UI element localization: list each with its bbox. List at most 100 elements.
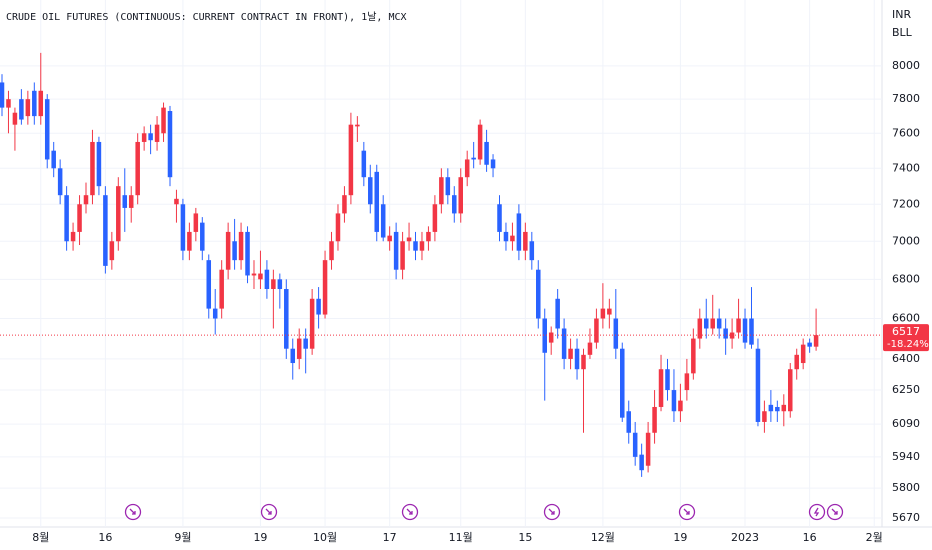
candle-body (174, 198, 179, 205)
candle-body (574, 348, 580, 370)
x-tick-label: 2023 (731, 531, 759, 544)
y-tick-label: 5940 (892, 450, 920, 463)
candle-body (471, 157, 476, 160)
candle-body (187, 231, 192, 251)
candle-body (432, 204, 438, 232)
candle-body (484, 141, 489, 165)
unit-label: BLL (892, 26, 913, 39)
candle-body (658, 369, 664, 407)
y-tick-label: 6250 (892, 383, 920, 396)
event-icon[interactable] (260, 503, 278, 521)
candle-body (6, 99, 11, 108)
candle-body (684, 373, 690, 391)
candle-body (620, 348, 625, 418)
event-icon[interactable] (124, 503, 142, 521)
candle-body (775, 406, 780, 412)
candle-body (380, 204, 386, 238)
chart-title: CRUDE OIL FUTURES (CONTINUOUS: CURRENT C… (6, 11, 407, 23)
candle-body (581, 354, 586, 370)
candle-body (452, 195, 457, 214)
candle-body (542, 318, 547, 353)
candle-body (51, 150, 56, 169)
candle-body (57, 168, 63, 196)
candle-body (25, 99, 31, 117)
candle-body (691, 338, 696, 374)
event-icon[interactable] (808, 503, 826, 521)
candle-body (296, 338, 302, 359)
candle-body (200, 222, 205, 251)
candle-body (652, 406, 657, 433)
candle-body (135, 141, 140, 196)
last-price-label: 6517 (892, 325, 920, 338)
candle-body (755, 348, 761, 422)
candle-body (212, 308, 218, 319)
candle-body (303, 338, 308, 349)
candle-body (161, 107, 166, 134)
candle-body (70, 231, 76, 242)
candle-body (671, 390, 677, 412)
y-tick-label: 8000 (892, 59, 920, 72)
candle-body (251, 273, 257, 276)
candle-body (368, 177, 373, 205)
candle-body (787, 369, 793, 412)
candle-body (329, 241, 334, 261)
y-tick-label: 6600 (892, 312, 920, 325)
candle-body (561, 328, 567, 359)
candle-body (523, 231, 528, 251)
candle-body (710, 318, 715, 329)
candle-body (607, 308, 612, 315)
x-tick-label: 19 (673, 531, 687, 544)
candle-body (116, 186, 121, 242)
candle-body (490, 159, 496, 169)
candle-body (245, 231, 250, 276)
candle-body (38, 90, 44, 117)
candle-body (497, 204, 502, 232)
candle-body (290, 348, 296, 364)
event-icon[interactable] (826, 503, 844, 521)
candle-body (723, 328, 728, 339)
candle-body (83, 195, 89, 205)
candle-body (128, 195, 134, 208)
candle-body (103, 195, 108, 266)
candle-body (32, 90, 37, 117)
candle-body (154, 124, 160, 142)
candle-body (322, 260, 328, 315)
candle-body (219, 269, 224, 309)
candle-body (613, 318, 619, 349)
candle-body (716, 318, 722, 329)
last-price-box (883, 324, 929, 352)
x-tick-label: 16 (98, 531, 112, 544)
candle-body (180, 204, 186, 251)
candle-body (19, 99, 24, 120)
candle-body (587, 342, 593, 355)
candle-body (477, 124, 483, 160)
events (124, 503, 844, 521)
candle-body (122, 195, 128, 208)
candle-body (555, 298, 560, 329)
candle-body (374, 171, 380, 232)
candle-body (632, 432, 638, 457)
candle-body (316, 298, 321, 315)
candle-body (277, 279, 283, 290)
candle-body (355, 124, 360, 127)
candle-body (678, 400, 683, 412)
candle-body (600, 308, 606, 319)
candle-body (568, 348, 573, 359)
x-tick-label: 17 (383, 531, 397, 544)
candle-body (12, 112, 18, 125)
event-icon[interactable] (543, 503, 561, 521)
event-icon[interactable] (678, 503, 696, 521)
candle-body (342, 195, 347, 214)
candle-body (781, 404, 787, 412)
candle-body (264, 269, 270, 290)
y-tick-label: 5800 (892, 481, 920, 494)
candle-body (736, 318, 741, 333)
x-tick-label: 9월 (174, 531, 191, 544)
event-icon[interactable] (401, 503, 419, 521)
candle-body (594, 318, 599, 343)
y-tick-label: 5670 (892, 511, 920, 524)
candle-body (400, 241, 405, 270)
y-tick-label: 6090 (892, 417, 920, 430)
